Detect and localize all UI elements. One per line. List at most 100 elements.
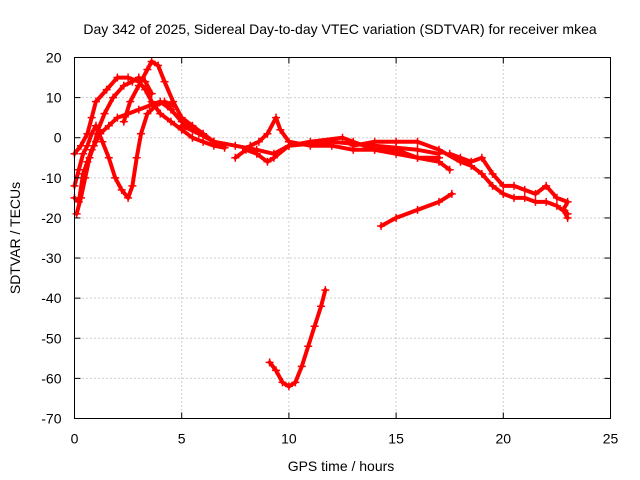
data-point: [145, 101, 154, 110]
x-tick-label: 20: [496, 431, 512, 447]
data-point: [111, 173, 120, 182]
series-track-5: [70, 97, 197, 206]
series-track-12: [265, 286, 330, 391]
data-point: [531, 197, 540, 206]
data-point: [447, 189, 456, 198]
data-point: [456, 153, 465, 162]
data-point: [96, 129, 105, 138]
data-point: [542, 197, 551, 206]
data-point: [100, 109, 109, 118]
data-point: [252, 149, 261, 158]
series-track-11: [377, 189, 456, 230]
data-point: [132, 153, 141, 162]
chart-title: Day 342 of 2025, Sidereal Day-to-day VTE…: [83, 21, 596, 37]
series-line: [72, 99, 195, 204]
data-point: [169, 97, 178, 106]
data-point: [272, 366, 281, 375]
data-point: [392, 213, 401, 222]
data-point: [87, 129, 96, 138]
data-point: [477, 169, 486, 178]
data-point: [154, 61, 163, 70]
data-point: [104, 121, 113, 130]
data-point: [79, 169, 88, 178]
data-point: [91, 121, 100, 130]
data-point: [327, 141, 336, 150]
data-point: [520, 185, 529, 194]
y-tick-label: -40: [41, 290, 61, 306]
axis-ticks: 0 5 10 15 20 25 20 10 0 -10 -20 -30 -40 -50 -60 -70: [41, 50, 618, 447]
data-point: [83, 157, 92, 166]
data-point: [297, 362, 306, 371]
grid-lines: [74, 57, 611, 419]
data-point: [74, 165, 83, 174]
data-point: [113, 113, 122, 122]
data-point: [510, 193, 519, 202]
data-point: [231, 153, 240, 162]
data-point: [499, 181, 508, 190]
data-point: [321, 286, 330, 295]
data-point: [91, 97, 100, 106]
data-point: [72, 209, 81, 218]
data-point: [87, 113, 96, 122]
series-track-4: [119, 57, 229, 150]
data-point: [542, 181, 551, 190]
series-track-8: [246, 113, 443, 162]
data-point: [102, 85, 111, 94]
data-point: [128, 181, 137, 190]
data-point: [119, 81, 128, 90]
data-point: [147, 89, 156, 98]
data-point: [263, 157, 272, 166]
data-point: [284, 382, 293, 391]
data-point: [531, 189, 540, 198]
data-point: [246, 141, 255, 150]
data-point: [166, 117, 175, 126]
data-point: [552, 193, 561, 202]
data-point: [434, 145, 443, 154]
data-point: [74, 197, 83, 206]
data-point: [156, 109, 165, 118]
y-axis-label: SDTVAR / TECUs: [7, 182, 23, 294]
data-point: [136, 129, 145, 138]
data-point: [278, 378, 287, 387]
data-point: [124, 73, 133, 82]
x-tick-label: 5: [178, 431, 186, 447]
data-point: [263, 129, 272, 138]
y-tick-label: -10: [41, 170, 61, 186]
data-point: [338, 133, 347, 142]
data-point: [117, 185, 126, 194]
series-track-7: [231, 133, 454, 174]
data-point: [265, 358, 274, 367]
data-point: [83, 141, 92, 150]
x-axis-label: GPS time / hours: [288, 458, 395, 474]
data-point: [199, 137, 208, 146]
data-point: [276, 125, 285, 134]
series-line: [351, 139, 570, 216]
data-point: [552, 201, 561, 210]
series-track-10: [445, 149, 572, 222]
data-point: [113, 73, 122, 82]
data-point: [188, 133, 197, 142]
data-point: [254, 137, 263, 146]
y-tick-label: -30: [41, 250, 61, 266]
y-tick-label: 20: [46, 50, 62, 66]
data-point: [370, 145, 379, 154]
y-tick-label: -20: [41, 210, 61, 226]
data-point: [143, 109, 152, 118]
data-point: [91, 137, 100, 146]
data-point: [209, 137, 218, 146]
data-point: [520, 193, 529, 202]
x-tick-label: 10: [281, 431, 297, 447]
data-point: [445, 149, 454, 158]
series-track-9: [349, 137, 572, 218]
data-point: [413, 153, 422, 162]
data-point: [166, 105, 175, 114]
data-point: [488, 181, 497, 190]
data-point: [434, 153, 443, 162]
y-tick-label: -60: [41, 370, 61, 386]
data-point: [177, 121, 186, 130]
data-point: [160, 77, 169, 86]
data-point: [134, 81, 143, 90]
y-tick-label: 10: [46, 90, 62, 106]
data-point: [231, 141, 240, 150]
